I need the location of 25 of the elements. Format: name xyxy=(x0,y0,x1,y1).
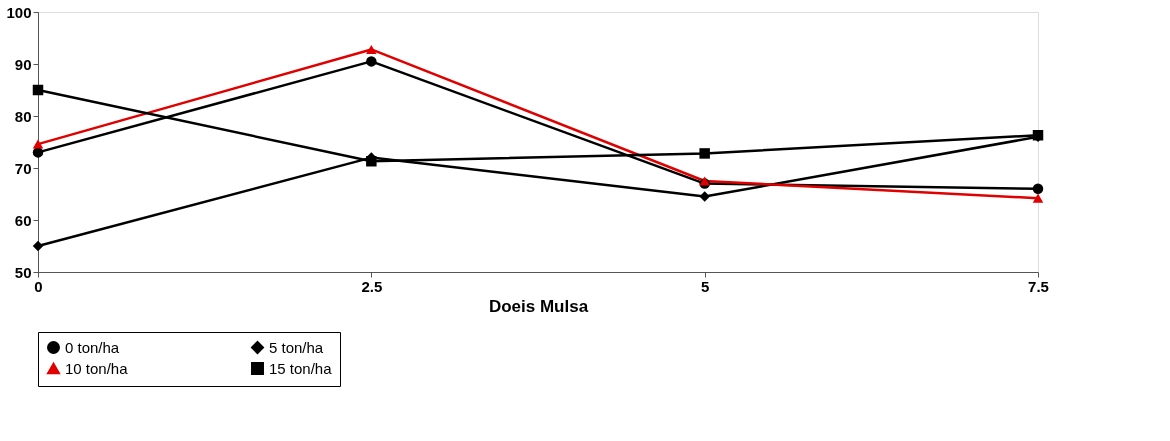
x-tick-label: 7.5 xyxy=(1028,277,1049,295)
point xyxy=(32,139,44,149)
point xyxy=(1032,193,1044,203)
y-tick-label: 70 xyxy=(14,159,32,177)
y-tick-label: 60 xyxy=(14,211,32,229)
y-tick-label: 50 xyxy=(14,263,32,281)
x-tick-label: 0 xyxy=(34,277,43,295)
point xyxy=(366,44,377,54)
point xyxy=(32,84,44,96)
y-tick-label: 80 xyxy=(14,107,32,125)
x-tick-label: 2.5 xyxy=(361,277,383,295)
point xyxy=(366,56,377,67)
y-tick-label: 90 xyxy=(14,55,32,73)
legend-label: 10 ton/ha xyxy=(65,359,129,377)
legend-label: 0 ton/ha xyxy=(65,338,120,356)
x-axis-title: Doeis Mulsa xyxy=(488,296,589,316)
point xyxy=(1032,183,1044,195)
point xyxy=(366,156,377,167)
legend-label: 5 ton/ha xyxy=(269,338,324,356)
x-tick-label: 5 xyxy=(700,277,710,295)
point xyxy=(32,240,44,252)
point xyxy=(699,191,710,202)
y-tick-label: 100 xyxy=(6,3,32,21)
legend-label: 15 ton/ha xyxy=(269,359,333,377)
point xyxy=(699,148,710,159)
